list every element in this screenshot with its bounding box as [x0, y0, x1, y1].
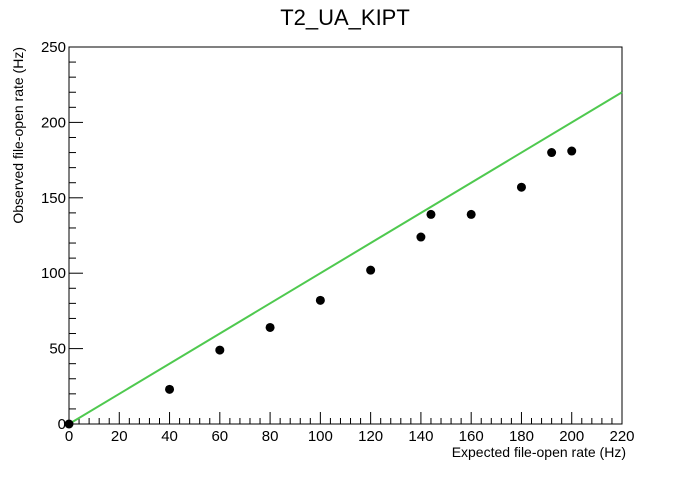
data-point — [315, 295, 325, 305]
y-tick-label: 200 — [41, 114, 66, 131]
plot-frame — [68, 46, 623, 425]
data-point — [516, 182, 526, 192]
x-tick-label: 220 — [609, 428, 634, 445]
data-point — [215, 345, 225, 355]
y-tick-label: 150 — [41, 190, 66, 207]
y-tick-label: 0 — [58, 416, 66, 433]
chart-title: T2_UA_KIPT — [280, 5, 410, 30]
x-tick-label: 20 — [111, 428, 128, 445]
y-axis-title: Observed file-open rate (Hz) — [10, 47, 26, 224]
x-axis-ticks — [68, 412, 623, 424]
x-tick-label: 120 — [358, 428, 383, 445]
data-point — [466, 209, 476, 219]
x-tick-label: 40 — [161, 428, 178, 445]
x-tick-label: 60 — [211, 428, 228, 445]
data-point — [567, 146, 577, 156]
data-point — [426, 209, 436, 219]
reference-layer — [68, 91, 623, 425]
y-axis-ticks — [69, 46, 83, 425]
data-point — [547, 148, 557, 158]
y-tick-label: 100 — [41, 265, 66, 282]
x-tick-label: 160 — [459, 428, 484, 445]
data-point — [64, 419, 74, 429]
data-point — [265, 322, 275, 332]
data-point — [165, 384, 175, 394]
x-axis-title: Expected file-open rate (Hz) — [452, 444, 626, 460]
data-points — [64, 146, 577, 429]
data-point — [416, 232, 426, 242]
y-tick-label: 50 — [49, 341, 66, 358]
x-tick-label: 100 — [308, 428, 333, 445]
reference-line — [68, 91, 623, 425]
x-axis-tick-labels: 0 20 40 60 80 100 120 140 160 180 200 220 — [65, 428, 635, 445]
y-tick-label: 250 — [41, 39, 66, 56]
x-tick-label: 180 — [509, 428, 534, 445]
x-tick-label: 0 — [65, 428, 73, 445]
x-tick-label: 140 — [408, 428, 433, 445]
x-tick-label: 200 — [559, 428, 584, 445]
x-tick-label: 80 — [262, 428, 279, 445]
y-axis-tick-labels: 0 50 100 150 200 250 — [41, 39, 66, 433]
data-point — [366, 265, 376, 275]
